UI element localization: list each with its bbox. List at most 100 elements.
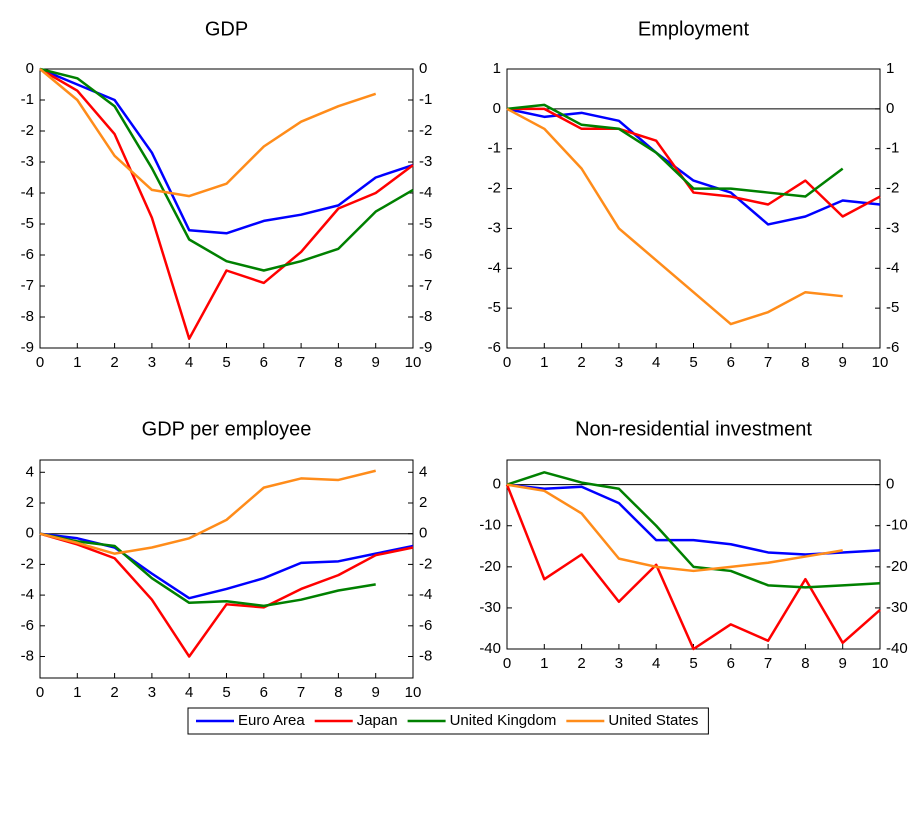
y2-tick-label: -20	[886, 558, 908, 575]
x-tick-label: 3	[148, 354, 156, 371]
y-tick-label: -2	[21, 555, 34, 572]
x-tick-label: 7	[764, 354, 772, 371]
y-tick-label: 1	[493, 60, 501, 77]
x-tick-label: 5	[222, 684, 230, 701]
y2-tick-label: -1	[886, 140, 899, 157]
x-tick-label: 5	[689, 354, 697, 371]
y-tick-label: 0	[493, 476, 501, 493]
x-tick-label: 0	[36, 354, 44, 371]
x-tick-label: 5	[222, 354, 230, 371]
x-tick-label: 10	[872, 655, 889, 672]
x-tick-label: 9	[372, 684, 380, 701]
y-tick-label: -2	[21, 122, 34, 139]
legend-label: United States	[608, 712, 698, 729]
x-tick-label: 9	[839, 655, 847, 672]
series-line	[39, 532, 376, 608]
series-line	[506, 107, 843, 326]
x-tick-label: 4	[652, 354, 660, 371]
series-line	[507, 107, 881, 218]
y2-tick-label: -5	[419, 215, 432, 232]
legend-label: Japan	[357, 712, 398, 729]
x-tick-label: 1	[540, 655, 548, 672]
y-tick-label: -6	[21, 617, 34, 634]
series-line	[506, 107, 881, 226]
x-tick-label: 8	[334, 354, 342, 371]
series-line	[506, 103, 844, 198]
y-tick-label: 2	[26, 494, 34, 511]
legend-box	[187, 707, 709, 735]
y2-tick-label: 0	[886, 476, 894, 493]
x-tick-label: 4	[185, 354, 193, 371]
y2-tick-label: -6	[419, 617, 432, 634]
x-tick-label: 10	[405, 354, 422, 371]
y2-tick-label: -4	[419, 184, 432, 201]
y2-tick-label: -4	[419, 586, 432, 603]
y2-tick-label: 1	[886, 60, 894, 77]
y-tick-label: -1	[488, 140, 501, 157]
x-tick-label: 6	[260, 684, 268, 701]
series-line	[506, 483, 843, 573]
y-tick-label: -9	[21, 339, 34, 356]
y2-tick-label: 4	[419, 463, 427, 480]
y2-tick-label: -8	[419, 647, 432, 664]
legend-label: United Kingdom	[450, 712, 557, 729]
y-tick-label: -30	[479, 599, 501, 616]
y2-tick-label: 2	[419, 494, 427, 511]
y-tick-label: -6	[21, 246, 34, 263]
y-tick-label: -6	[488, 339, 501, 356]
y2-tick-label: -30	[886, 599, 908, 616]
y2-tick-label: -10	[886, 517, 908, 534]
series-line	[39, 532, 414, 658]
x-tick-label: 4	[652, 655, 660, 672]
series-line	[506, 483, 881, 556]
x-tick-label: 5	[689, 655, 697, 672]
x-tick-label: 4	[185, 684, 193, 701]
x-tick-label: 2	[110, 354, 118, 371]
x-tick-label: 7	[764, 655, 772, 672]
y2-tick-label: -40	[886, 640, 908, 657]
x-tick-label: 9	[839, 354, 847, 371]
y2-tick-label: -2	[419, 122, 432, 139]
y-tick-label: -4	[21, 184, 34, 201]
x-tick-label: 7	[297, 684, 305, 701]
x-tick-label: 2	[110, 684, 118, 701]
x-tick-label: 10	[872, 354, 889, 371]
y2-tick-label: 0	[419, 525, 427, 542]
y2-tick-label: -6	[419, 246, 432, 263]
y2-tick-label: -2	[419, 555, 432, 572]
y2-tick-label: -3	[419, 153, 432, 170]
y2-tick-label: -1	[419, 91, 432, 108]
x-tick-label: 1	[73, 354, 81, 371]
legend-label: Euro Area	[238, 712, 305, 729]
series-line	[39, 469, 376, 555]
x-tick-label: 1	[73, 684, 81, 701]
y-tick-label: -20	[479, 558, 501, 575]
y-tick-label: -1	[21, 91, 34, 108]
legend: Euro Area Japan United Kingdom United State…	[187, 707, 709, 735]
y-tick-label: 4	[26, 463, 34, 480]
chart-title: Non-residential investment	[575, 418, 812, 440]
x-tick-label: 3	[148, 684, 156, 701]
x-tick-label: 1	[540, 354, 548, 371]
x-tick-label: 8	[334, 684, 342, 701]
x-tick-label: 8	[801, 354, 809, 371]
y-tick-label: -40	[479, 640, 501, 657]
y2-tick-label: -9	[419, 339, 432, 356]
plot-frame	[39, 459, 414, 679]
x-tick-label: 6	[260, 354, 268, 371]
x-tick-label: 3	[615, 354, 623, 371]
x-tick-label: 7	[297, 354, 305, 371]
y-tick-label: -4	[21, 586, 34, 603]
y2-tick-label: -2	[886, 180, 899, 197]
y-tick-label: -7	[21, 277, 34, 294]
y-tick-label: -3	[488, 219, 501, 236]
chart-title: GDP per employee	[142, 418, 312, 440]
y-tick-label: 0	[26, 525, 34, 542]
series-line	[39, 67, 414, 235]
y-tick-label: 0	[493, 100, 501, 117]
y2-tick-label: 0	[419, 60, 427, 77]
x-tick-label: 2	[577, 655, 585, 672]
x-tick-label: 0	[503, 354, 511, 371]
y-tick-label: -10	[479, 517, 501, 534]
